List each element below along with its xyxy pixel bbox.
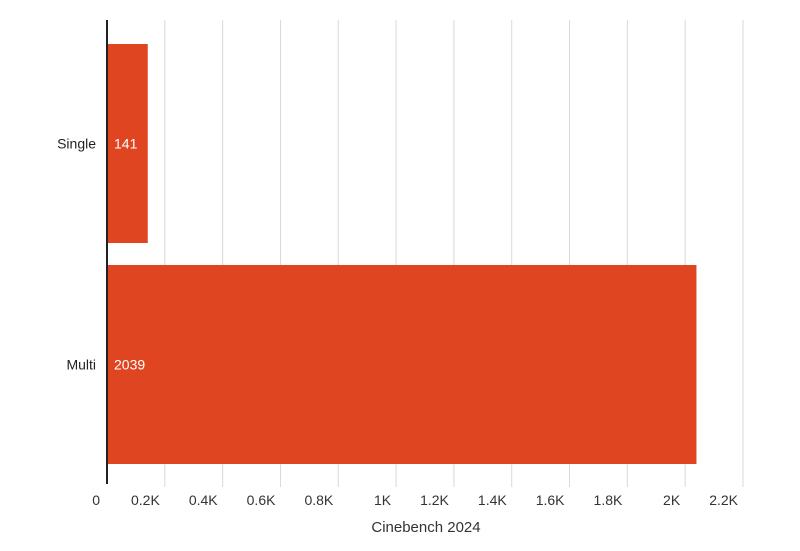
x-tick-label: 1.6K [536,492,565,508]
category-label-multi: Multi [66,357,96,373]
bar-multi [107,265,697,464]
x-tick-label: 0.6K [247,492,276,508]
x-tick-label: 0 [92,492,100,508]
x-tick-label: 1.8K [594,492,623,508]
data-label-single: 141 [114,136,138,152]
x-tick-label: 1K [374,492,392,508]
category-labels: Single Multi [57,136,96,373]
bars: 141 2039 [107,44,697,464]
x-axis-title: Cinebench 2024 [371,519,480,536]
x-tick-label: 0.8K [304,492,333,508]
x-tick-label: 0.4K [189,492,218,508]
x-tick-label: 0.2K [131,492,160,508]
category-label-single: Single [57,136,96,152]
data-label-multi: 2039 [114,357,145,373]
x-tick-label: 2K [663,492,681,508]
x-tick-label: 1.2K [420,492,449,508]
x-tick-label: 2.2K [709,492,738,508]
x-tick-labels: 0 0.2K 0.4K 0.6K 0.8K 1K 1.2K 1.4K 1.6K 1.8K 2K 2.2… [92,492,738,508]
bar-single [107,44,148,243]
x-tick-label: 1.4K [478,492,507,508]
